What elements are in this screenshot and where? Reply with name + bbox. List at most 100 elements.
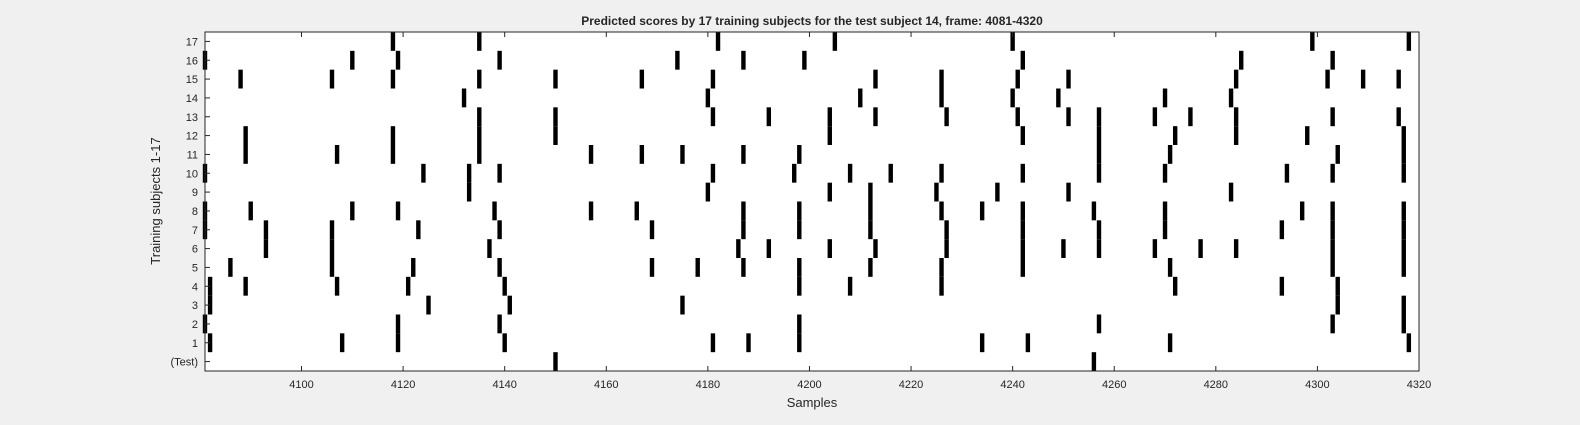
- event-mark: [1091, 352, 1097, 371]
- y-tick-label: 11: [187, 149, 198, 161]
- y-tick-label: 8: [192, 206, 198, 218]
- event-mark: [1279, 220, 1285, 240]
- x-tick-label: 4100: [289, 379, 313, 391]
- event-mark: [263, 239, 269, 258]
- event-mark: [1162, 220, 1168, 240]
- event-mark: [334, 145, 340, 164]
- event-mark: [868, 201, 873, 221]
- event-mark: [827, 182, 832, 202]
- chart-title: Predicted scores by 17 training subjects…: [581, 14, 1043, 28]
- event-mark: [847, 163, 853, 183]
- event-mark: [1056, 88, 1061, 108]
- event-mark: [741, 50, 746, 70]
- event-mark: [979, 201, 985, 221]
- event-mark: [207, 276, 213, 296]
- event-mark: [710, 163, 716, 183]
- event-mark: [1284, 163, 1290, 183]
- event-mark: [1360, 69, 1366, 89]
- event-marks: [202, 32, 1412, 371]
- event-mark: [416, 220, 421, 240]
- event-mark: [405, 276, 411, 296]
- event-mark: [390, 145, 396, 164]
- event-mark: [507, 295, 512, 315]
- event-mark: [1330, 201, 1335, 221]
- x-tick-label: 4320: [1407, 379, 1431, 391]
- event-mark: [395, 50, 401, 70]
- event-mark: [1020, 220, 1025, 240]
- event-mark: [1167, 333, 1173, 353]
- event-mark: [1096, 145, 1102, 164]
- event-mark: [553, 107, 558, 127]
- event-mark: [243, 276, 248, 296]
- event-mark: [1330, 220, 1335, 240]
- event-mark: [1010, 88, 1015, 108]
- event-mark: [1233, 126, 1239, 145]
- event-mark: [1401, 201, 1406, 221]
- x-tick-label: 4280: [1204, 379, 1228, 391]
- event-mark: [497, 50, 502, 70]
- event-mark: [1162, 201, 1168, 221]
- event-mark: [1172, 276, 1178, 296]
- event-mark: [766, 239, 772, 258]
- event-mark: [680, 295, 685, 315]
- event-mark: [1396, 69, 1401, 89]
- event-mark: [797, 276, 802, 296]
- event-mark: [649, 258, 655, 277]
- event-mark: [1233, 107, 1239, 127]
- event-mark: [1096, 239, 1102, 258]
- event-mark: [207, 295, 213, 315]
- event-mark: [228, 258, 233, 277]
- event-mark: [675, 50, 680, 70]
- event-mark: [741, 258, 746, 277]
- event-mark: [1401, 220, 1406, 240]
- event-mark: [1096, 126, 1102, 145]
- event-mark: [1162, 88, 1168, 108]
- event-mark: [243, 126, 248, 145]
- event-mark: [979, 333, 985, 353]
- event-mark: [395, 201, 401, 221]
- event-mark: [832, 32, 838, 51]
- event-mark: [873, 239, 878, 258]
- event-mark: [1020, 126, 1025, 145]
- event-mark: [797, 314, 802, 334]
- x-tick-label: 4180: [696, 379, 720, 391]
- event-mark: [1096, 314, 1102, 334]
- event-mark: [639, 69, 645, 89]
- event-mark: [1406, 32, 1412, 51]
- y-tick-label: 12: [186, 131, 198, 143]
- event-mark: [207, 333, 213, 353]
- event-mark: [934, 182, 939, 202]
- event-mark: [1239, 50, 1244, 70]
- y-tick-label: 13: [186, 112, 198, 124]
- event-mark: [1401, 295, 1406, 315]
- event-mark: [1020, 50, 1025, 70]
- event-mark: [1401, 314, 1406, 334]
- event-mark: [944, 239, 949, 258]
- event-mark: [1305, 126, 1310, 145]
- event-mark: [639, 145, 645, 164]
- event-mark: [797, 201, 802, 221]
- event-mark: [1020, 258, 1025, 277]
- event-mark: [461, 88, 467, 108]
- event-mark: [350, 201, 355, 221]
- event-mark: [797, 145, 802, 164]
- event-mark: [588, 201, 594, 221]
- event-mark: [873, 69, 878, 89]
- event-mark: [553, 352, 558, 371]
- event-mark: [1233, 239, 1239, 258]
- event-mark: [1188, 107, 1193, 127]
- x-tick-label: 4240: [1000, 379, 1024, 391]
- event-mark: [1167, 258, 1173, 277]
- event-mark: [1335, 145, 1340, 164]
- x-axis-ticks: 4100 4120 4140 4160 4180 4200 4220 4240 4260 4280…: [289, 32, 1431, 391]
- event-mark: [797, 258, 802, 277]
- event-mark: [802, 50, 807, 70]
- event-mark: [1335, 276, 1340, 296]
- event-mark: [329, 220, 335, 240]
- event-mark: [421, 163, 426, 183]
- event-mark: [350, 50, 355, 70]
- event-mark: [466, 163, 472, 183]
- event-mark: [243, 145, 248, 164]
